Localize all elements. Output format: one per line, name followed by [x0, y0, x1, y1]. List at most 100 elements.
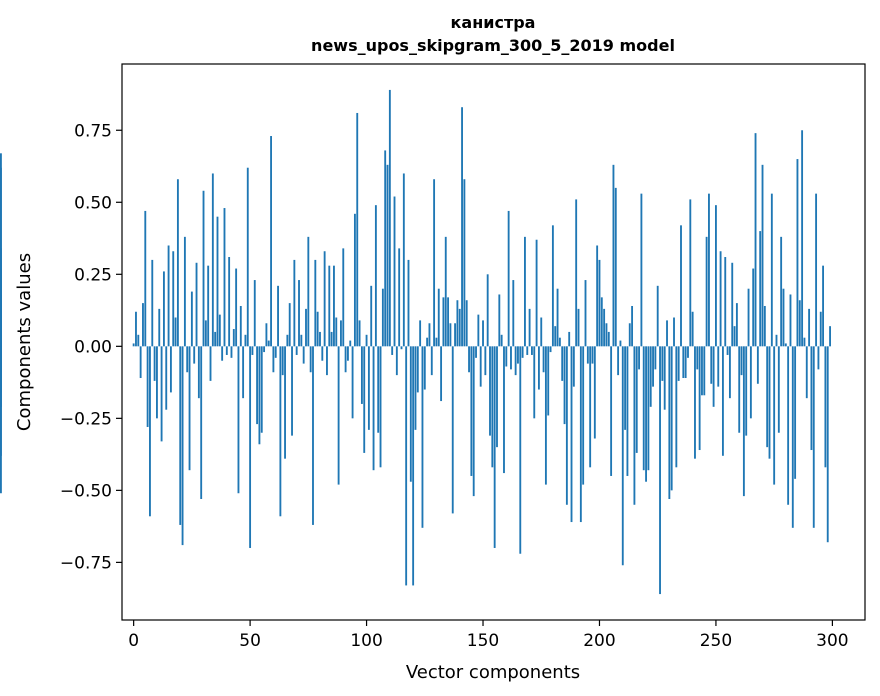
bar: [242, 346, 245, 399]
bar: [824, 346, 827, 468]
bar: [244, 334, 247, 347]
x-tick-label: 100: [350, 631, 382, 651]
bar: [579, 346, 582, 523]
bar: [575, 199, 578, 347]
bar: [360, 346, 363, 404]
bar: [514, 346, 517, 376]
bar: [826, 346, 829, 543]
x-tick-label: 50: [239, 631, 261, 651]
chart-subtitle: news_upos_skipgram_300_5_2019 model: [311, 36, 675, 55]
bar: [472, 346, 475, 497]
y-axis: −0.75 −0.50 −0.25 0.00 0.25 0.50 0.75: [60, 121, 122, 573]
bar: [200, 346, 203, 499]
bar: [521, 346, 524, 358]
bar: [812, 346, 815, 528]
bar: [265, 323, 268, 347]
bar: [433, 179, 436, 347]
bar: [619, 340, 622, 347]
bar: [780, 236, 783, 347]
bar: [314, 259, 317, 347]
bar: [752, 268, 755, 347]
bar: [705, 236, 708, 347]
bar: [489, 346, 491, 436]
x-axis: 0 50 100 150 200 250 300: [128, 620, 849, 651]
bar: [524, 236, 526, 347]
bar: [503, 346, 505, 474]
bar: [647, 346, 650, 471]
bar: [195, 262, 198, 347]
bar: [132, 343, 135, 347]
bar: [612, 164, 615, 347]
bar: [447, 297, 450, 347]
bar: [326, 346, 328, 376]
y-axis-label: Components values: [14, 253, 35, 431]
x-tick-label: 250: [700, 631, 732, 651]
bar: [370, 285, 373, 347]
bar: [638, 346, 640, 370]
bar: [519, 346, 522, 554]
bar: [477, 314, 480, 347]
bar: [801, 130, 804, 347]
bar: [183, 236, 186, 347]
bar: [316, 311, 319, 347]
bar: [328, 265, 331, 347]
bar: [565, 346, 568, 505]
bar: [654, 346, 657, 370]
bar: [305, 308, 307, 347]
bar: [479, 346, 482, 387]
bar: [379, 346, 382, 468]
bar: [803, 337, 806, 347]
bar: [496, 346, 498, 448]
bar: [719, 251, 722, 347]
bar: [253, 280, 256, 347]
bar: [458, 308, 461, 347]
bar: [218, 314, 221, 347]
bar: [582, 346, 585, 485]
bar: [256, 346, 259, 425]
bar: [221, 346, 224, 361]
bar: [798, 300, 801, 347]
bar: [0, 153, 2, 347]
bar: [454, 323, 456, 347]
bar: [416, 346, 419, 393]
y-tick-label: −0.50: [60, 481, 112, 501]
bar: [426, 337, 429, 347]
bar: [498, 294, 501, 347]
bar: [775, 334, 778, 347]
bar: [680, 225, 682, 347]
bar: [319, 331, 321, 347]
bar: [542, 346, 545, 373]
y-tick-label: 0.00: [74, 337, 112, 357]
bar: [561, 346, 564, 381]
bar: [435, 337, 438, 347]
bar: [423, 346, 426, 390]
chart-title: канистра: [451, 13, 536, 32]
bar: [605, 323, 608, 347]
bar: [249, 346, 252, 548]
bar: [484, 346, 487, 376]
bar: [442, 297, 445, 347]
bar: [463, 179, 466, 347]
x-axis-label: Vector components: [406, 662, 580, 683]
bar: [721, 346, 724, 456]
bar: [556, 288, 559, 347]
bar: [470, 346, 473, 476]
bar: [642, 346, 645, 471]
bar: [393, 196, 396, 347]
bar: [409, 346, 412, 482]
bar: [407, 259, 410, 347]
bar: [810, 346, 813, 451]
bar: [749, 346, 752, 419]
bar: [663, 346, 666, 410]
bar: [330, 331, 333, 347]
bar: [197, 346, 200, 399]
bar: [209, 346, 212, 381]
bar: [465, 300, 468, 347]
bar: [596, 245, 599, 347]
bar: [309, 346, 312, 373]
bar: [822, 265, 824, 347]
bar: [162, 271, 165, 347]
bar: [586, 346, 589, 364]
bar: [773, 346, 776, 485]
bar: [274, 346, 277, 358]
